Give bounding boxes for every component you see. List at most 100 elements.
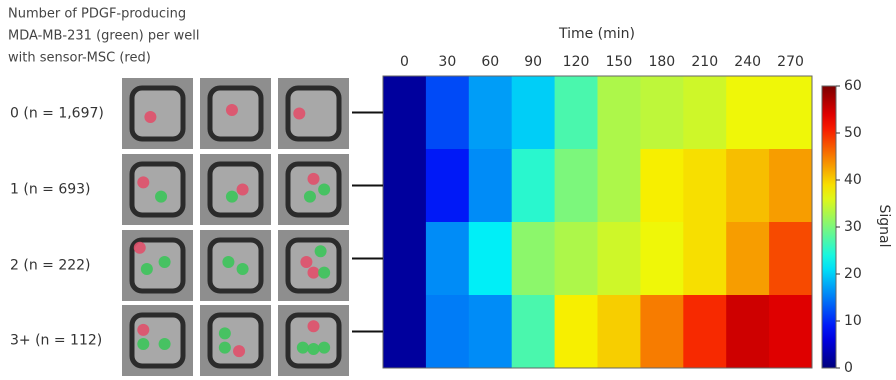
colorbar-tick-label: 0	[844, 360, 853, 376]
page: {"chart_data": {"type": "heatmap", "head…	[0, 0, 896, 380]
heatmap-cell	[683, 222, 726, 296]
cell	[137, 338, 149, 350]
chart: Number of PDGF-producing MDA-MB-231 (gre…	[0, 0, 896, 380]
heatmap-cell	[383, 222, 426, 296]
header-line: with sensor-MSC (red)	[8, 51, 151, 66]
heatmap-cell	[769, 295, 812, 369]
heatmap-cell	[640, 295, 683, 369]
cell	[219, 342, 231, 354]
colorbar-tick-label: 20	[844, 266, 862, 282]
cell	[315, 245, 327, 257]
heatmap-cell	[726, 222, 769, 296]
cell	[137, 176, 149, 188]
cell	[304, 191, 316, 203]
heatmap-cell	[769, 149, 812, 223]
header-line: MDA-MB-231 (green) per well	[8, 29, 199, 44]
heatmap-cell	[683, 149, 726, 223]
cell	[318, 184, 330, 196]
colorbar-tick-label: 50	[844, 125, 862, 141]
heatmap-cell	[469, 222, 512, 296]
heatmap-cell	[426, 222, 469, 296]
x-tick-label: 30	[438, 54, 456, 70]
x-tick-label: 90	[524, 54, 542, 70]
heatmap-cell	[598, 295, 641, 369]
x-tick-label: 240	[734, 54, 761, 70]
heatmap-cell	[469, 76, 512, 150]
heatmap-cell	[469, 149, 512, 223]
cell	[237, 263, 249, 275]
well	[210, 315, 261, 366]
cell	[159, 338, 171, 350]
heatmap-cell	[726, 76, 769, 150]
cell	[155, 191, 167, 203]
cell	[134, 242, 146, 254]
well	[132, 88, 183, 139]
heatmap-cell	[555, 76, 598, 150]
x-tick-label: 150	[606, 54, 633, 70]
heatmap-cell	[469, 295, 512, 369]
cell	[237, 184, 249, 196]
heatmap-cell	[598, 222, 641, 296]
heatmap-cell	[555, 149, 598, 223]
cell	[159, 256, 171, 268]
row-label: 3+ (n = 112)	[10, 333, 102, 349]
cell	[308, 343, 320, 355]
cell	[226, 191, 238, 203]
cell	[308, 267, 320, 279]
well	[288, 164, 339, 215]
row-label: 0 (n = 1,697)	[10, 106, 104, 122]
colorbar-tick-label: 30	[844, 219, 862, 235]
colorbar-label: Signal	[876, 204, 892, 247]
cell	[137, 324, 149, 336]
heatmap-cell	[512, 222, 555, 296]
heatmap-cell	[512, 149, 555, 223]
heatmap-cell	[598, 149, 641, 223]
heatmap-cell	[383, 295, 426, 369]
heatmap-cell	[683, 76, 726, 150]
heatmap-cell	[512, 295, 555, 369]
cell	[300, 256, 312, 268]
heatmap-cell	[383, 149, 426, 223]
heatmap-cell	[555, 295, 598, 369]
cell	[233, 345, 245, 357]
cell	[308, 173, 320, 185]
heatmap-cell	[383, 76, 426, 150]
cell	[219, 327, 231, 339]
cell	[222, 256, 234, 268]
heatmap-cell	[640, 149, 683, 223]
heatmap-cell	[726, 295, 769, 369]
heatmap-cell	[426, 295, 469, 369]
cell	[318, 267, 330, 279]
heatmap-cell	[426, 76, 469, 150]
x-tick-label: 180	[648, 54, 675, 70]
cell	[144, 111, 156, 123]
well	[288, 240, 339, 291]
well	[210, 240, 261, 291]
colorbar-tick-label: 40	[844, 172, 862, 188]
x-tick-label: 210	[691, 54, 718, 70]
cell	[318, 342, 330, 354]
colorbar-tick-label: 60	[844, 78, 862, 94]
x-axis-title: Time (min)	[558, 26, 635, 42]
heatmap-cell	[555, 222, 598, 296]
row-label: 2 (n = 222)	[10, 258, 91, 274]
heatmap-cell	[640, 222, 683, 296]
x-tick-label: 120	[563, 54, 590, 70]
row-label: 1 (n = 693)	[10, 182, 91, 198]
heatmap-cell	[426, 149, 469, 223]
heatmap-cell	[683, 295, 726, 369]
heatmap-cell	[598, 76, 641, 150]
heatmap-cell	[640, 76, 683, 150]
heatmap-cell	[512, 76, 555, 150]
cell	[297, 342, 309, 354]
cell	[293, 108, 305, 120]
heatmap-cell	[726, 149, 769, 223]
well	[132, 164, 183, 215]
x-tick-label: 60	[481, 54, 499, 70]
x-tick-label: 270	[777, 54, 804, 70]
cell	[141, 263, 153, 275]
heatmap-cell	[769, 76, 812, 150]
cell	[308, 320, 320, 332]
cell	[226, 104, 238, 116]
colorbar	[822, 86, 836, 368]
